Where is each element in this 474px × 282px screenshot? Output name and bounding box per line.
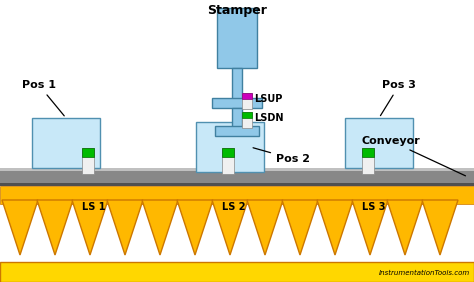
Polygon shape bbox=[177, 200, 213, 255]
Bar bbox=[0, 262, 474, 282]
Bar bbox=[82, 148, 94, 157]
Bar bbox=[362, 148, 374, 157]
Polygon shape bbox=[352, 200, 388, 255]
Polygon shape bbox=[387, 200, 423, 255]
Bar bbox=[0, 186, 474, 204]
Polygon shape bbox=[282, 200, 318, 255]
Polygon shape bbox=[72, 200, 108, 255]
Bar bbox=[215, 126, 259, 136]
Bar bbox=[82, 148, 94, 174]
Polygon shape bbox=[317, 200, 353, 255]
Text: LS 1: LS 1 bbox=[82, 202, 106, 212]
Polygon shape bbox=[212, 200, 248, 255]
Text: Pos 1: Pos 1 bbox=[22, 80, 64, 116]
Bar bbox=[232, 108, 242, 128]
Bar bbox=[222, 148, 234, 174]
Bar bbox=[217, 8, 257, 68]
Text: Stamper: Stamper bbox=[207, 4, 267, 17]
Bar bbox=[242, 93, 252, 109]
Bar bbox=[0, 168, 474, 186]
Polygon shape bbox=[107, 200, 143, 255]
Text: LS 3: LS 3 bbox=[362, 202, 385, 212]
Bar bbox=[242, 112, 252, 118]
Text: InstrumentationTools.com: InstrumentationTools.com bbox=[379, 270, 470, 276]
Polygon shape bbox=[247, 200, 283, 255]
Bar bbox=[0, 168, 474, 171]
Text: Pos 2: Pos 2 bbox=[253, 148, 310, 164]
Text: Pos 3: Pos 3 bbox=[381, 80, 416, 116]
Text: Conveyor: Conveyor bbox=[361, 136, 465, 176]
Bar bbox=[242, 93, 252, 99]
Bar bbox=[0, 183, 474, 186]
Bar bbox=[212, 98, 262, 108]
Bar bbox=[232, 68, 242, 100]
Bar bbox=[242, 112, 252, 128]
Polygon shape bbox=[37, 200, 73, 255]
Polygon shape bbox=[142, 200, 178, 255]
Bar bbox=[32, 118, 100, 168]
Bar bbox=[222, 148, 234, 157]
Text: LSDN: LSDN bbox=[254, 113, 283, 124]
Bar bbox=[362, 148, 374, 174]
Text: LS 2: LS 2 bbox=[222, 202, 246, 212]
Bar bbox=[196, 122, 264, 172]
Polygon shape bbox=[2, 200, 38, 255]
Polygon shape bbox=[422, 200, 458, 255]
Text: LSUP: LSUP bbox=[254, 94, 283, 104]
Bar bbox=[345, 118, 413, 168]
